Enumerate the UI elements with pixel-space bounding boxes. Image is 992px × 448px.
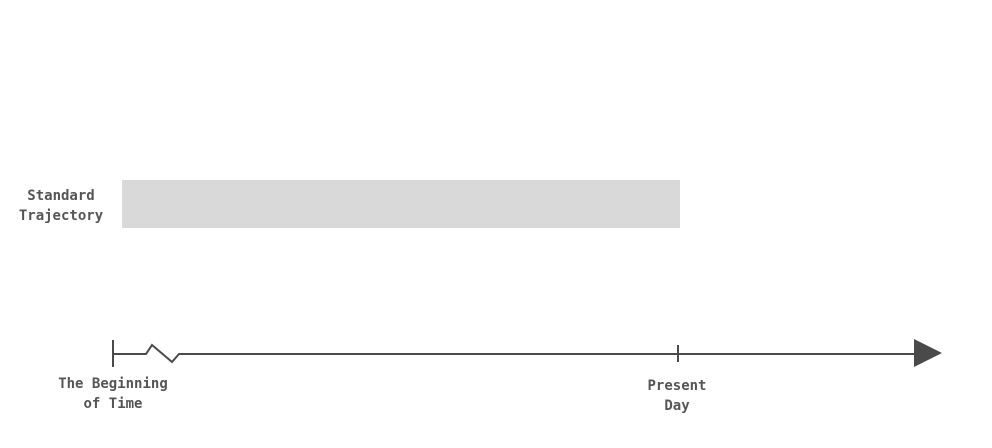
beginning-of-time-label: The Beginning of Time (38, 374, 188, 414)
beginning-label-line-1: The Beginning (58, 376, 168, 392)
arrowhead-icon (914, 339, 942, 367)
present-label-line-1: Present (647, 378, 707, 394)
row-label-line-1: Standard (27, 188, 95, 204)
present-day-label: Present Day (627, 376, 727, 416)
present-label-line-2: Day (664, 398, 690, 414)
axis-break-icon (113, 343, 916, 364)
standard-trajectory-bar (122, 180, 680, 228)
beginning-label-line-2: of Time (83, 396, 143, 412)
row-label-line-2: Trajectory (18, 208, 104, 224)
row-label-standard-trajectory: Standard Trajectory (8, 186, 114, 226)
